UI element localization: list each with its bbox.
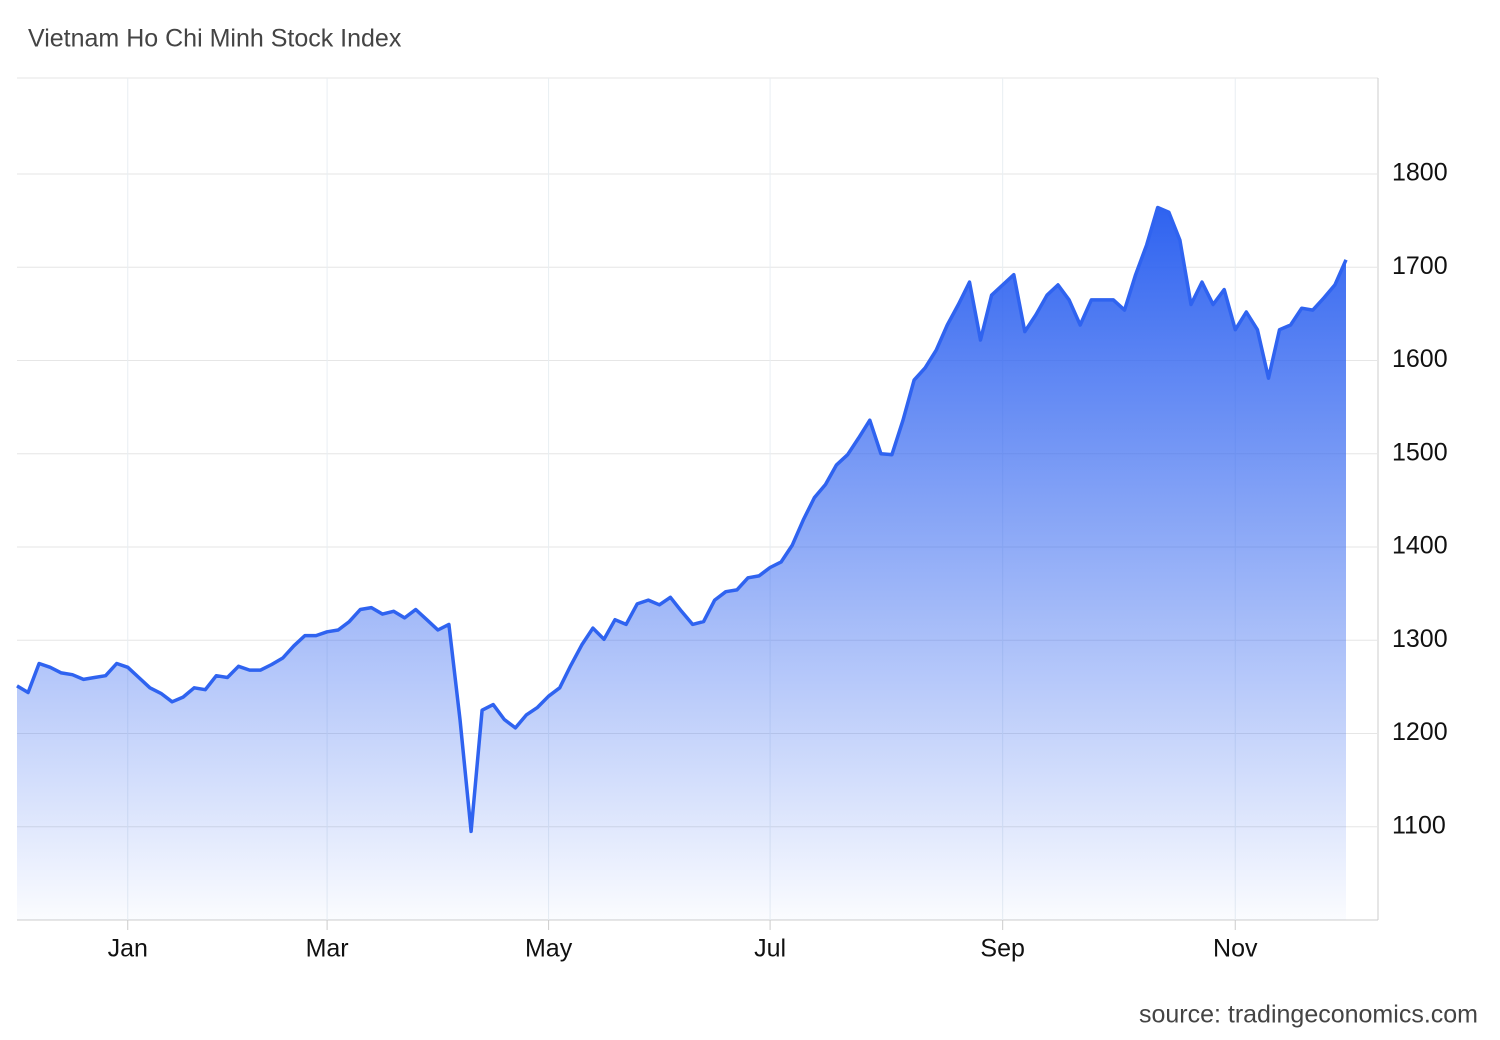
y-tick-label: 1200 — [1392, 718, 1448, 746]
y-tick-label: 1300 — [1392, 625, 1448, 653]
x-tick-label: Mar — [306, 935, 349, 963]
source-label: source: tradingeconomics.com — [1139, 1001, 1478, 1029]
y-tick-label: 1600 — [1392, 345, 1448, 373]
y-tick-label: 1500 — [1392, 438, 1448, 466]
chart-title: Vietnam Ho Chi Minh Stock Index — [28, 25, 402, 53]
x-tick-label: Jul — [754, 935, 786, 963]
x-tick-label: Nov — [1213, 935, 1258, 963]
x-tick-label: Jan — [108, 935, 148, 963]
y-tick-label: 1800 — [1392, 159, 1448, 187]
y-tick-label: 1400 — [1392, 532, 1448, 560]
x-tick-label: Sep — [980, 935, 1024, 963]
x-tick-label: May — [525, 935, 573, 963]
y-tick-label: 1100 — [1392, 811, 1446, 839]
area-fill — [17, 207, 1346, 920]
y-tick-label: 1700 — [1392, 252, 1448, 280]
line — [16, 205, 1348, 834]
